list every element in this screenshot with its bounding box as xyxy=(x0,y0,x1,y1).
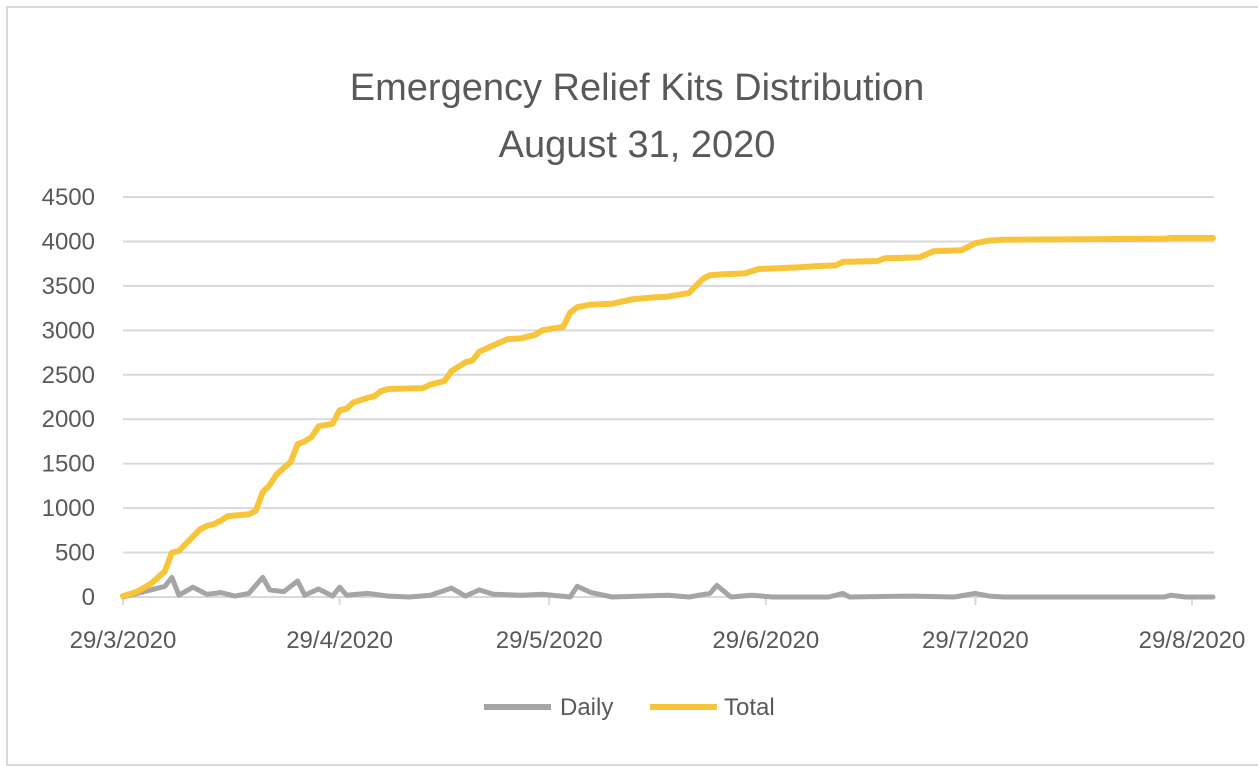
chart-title: Emergency Relief Kits Distribution xyxy=(350,67,924,109)
series-line-total xyxy=(120,234,1216,600)
gridlines xyxy=(123,196,1214,598)
y-tick-label: 4500 xyxy=(42,184,95,211)
x-tick-label: 29/8/2020 xyxy=(1139,627,1246,654)
series-line-daily xyxy=(120,574,1216,600)
y-tick-label: 2000 xyxy=(42,406,95,433)
series-lines xyxy=(120,234,1216,600)
x-tick-label: 29/7/2020 xyxy=(922,627,1029,654)
x-tick-label: 29/6/2020 xyxy=(712,627,819,654)
y-tick-label: 3000 xyxy=(42,317,95,344)
y-tick-label: 2500 xyxy=(42,362,95,389)
x-tick-label: 29/4/2020 xyxy=(286,627,393,654)
chart-frame xyxy=(6,6,1258,766)
legend: Daily Total xyxy=(484,694,775,721)
y-tick-label: 0 xyxy=(82,584,95,611)
y-tick-label: 1000 xyxy=(42,495,95,522)
chart-subtitle: August 31, 2020 xyxy=(499,124,776,166)
y-tick-label: 1500 xyxy=(42,451,95,478)
x-tick-label: 29/3/2020 xyxy=(70,627,177,654)
x-tick-label: 29/5/2020 xyxy=(496,627,603,654)
legend-label-total: Total xyxy=(724,694,775,721)
y-axis-ticks: 0 500 1000 1500 2000 2500 3000 3500 4000 4500 xyxy=(42,184,95,611)
y-tick-label: 4000 xyxy=(42,228,95,255)
y-tick-label: 3500 xyxy=(42,273,95,300)
y-tick-label: 500 xyxy=(55,540,95,567)
legend-label-daily: Daily xyxy=(560,694,613,721)
x-axis-ticks: 29/3/2020 29/4/2020 29/5/2020 29/6/2020 29/7… xyxy=(70,597,1246,654)
